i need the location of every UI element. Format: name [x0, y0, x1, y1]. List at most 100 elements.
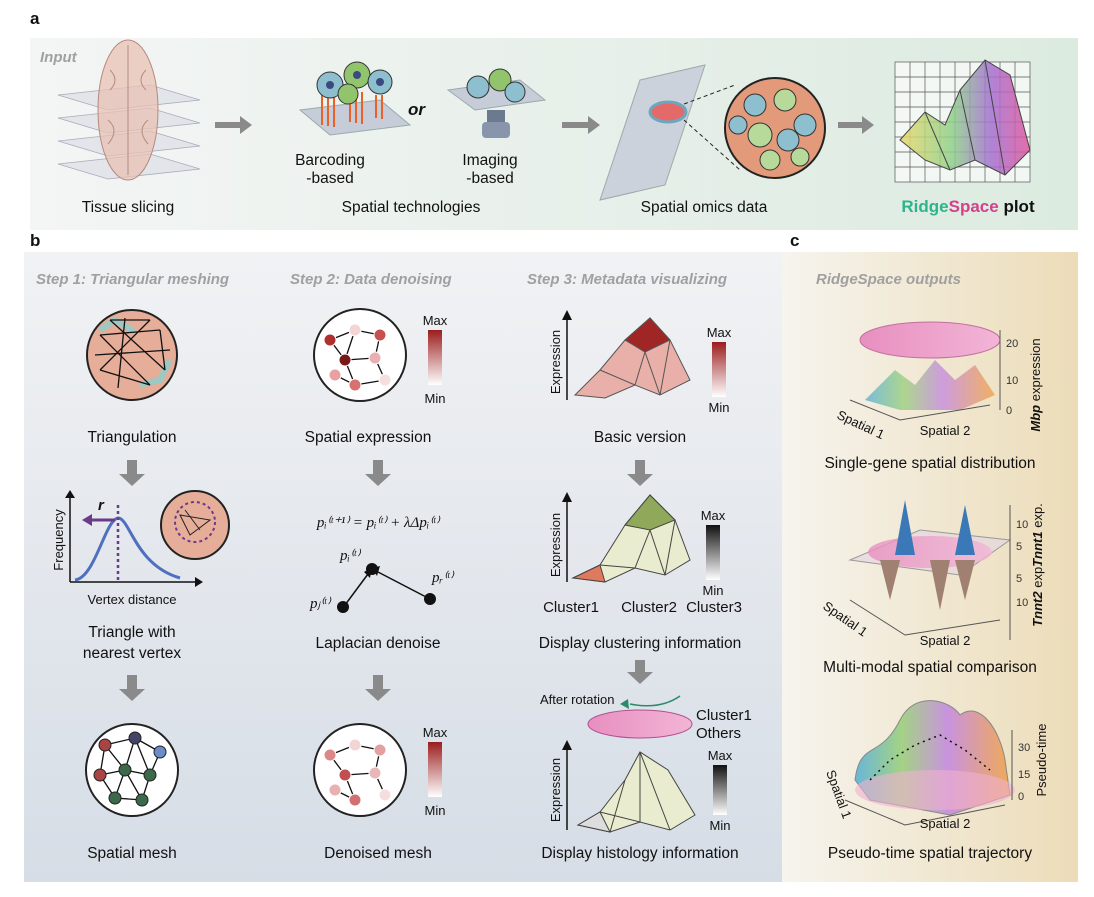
- triangulation-part: [99, 369, 151, 386]
- z-axis-label: Mbp expression: [1028, 338, 1043, 431]
- cluster-label: Cluster3: [686, 599, 742, 616]
- scale-label: Min: [710, 818, 731, 833]
- arrow: [627, 660, 653, 684]
- cluster-label: Cluster1: [543, 599, 599, 616]
- arrow: [119, 460, 145, 486]
- ridgespace-plot-part: [924, 59, 1006, 176]
- denoised-mesh: [313, 723, 407, 817]
- axis-label: Expression: [548, 758, 563, 822]
- laplacian-nodes-part: [344, 573, 369, 606]
- legend-label: Others: [696, 725, 741, 742]
- z-tick-label: 30: [1018, 742, 1030, 754]
- plot-caption-part: Space: [949, 197, 999, 216]
- omics-data: [599, 64, 826, 201]
- rotation-label: After rotation: [540, 692, 614, 707]
- omics-data-part-part: [793, 113, 817, 137]
- output-plot-part: [880, 560, 975, 610]
- distance-distribution-part: [179, 509, 212, 536]
- z-axis-label-part: exp.: [1030, 503, 1045, 528]
- expression-mesh-part-part: [378, 373, 392, 387]
- expression-mesh-part-part: [328, 368, 342, 382]
- barcoding-slide-part-part: [376, 78, 384, 86]
- triangulation-part: [99, 334, 151, 386]
- step-item: Spatial expression: [305, 429, 432, 446]
- basic-ridge-part: [562, 310, 572, 320]
- node-label: pᵣ⁽ᵗ⁾: [431, 570, 454, 586]
- distance-distribution-part: [195, 577, 203, 587]
- histology-ridge-part: [576, 751, 696, 833]
- colorbar: [713, 765, 727, 815]
- imaging-setup-part-part: [488, 68, 512, 92]
- plot-caption-part: Ridge: [901, 197, 948, 216]
- z-axis-label-part: Tnnt2: [1030, 591, 1045, 627]
- colorbar: [428, 742, 442, 797]
- denoised-mesh-part-part: [328, 783, 342, 797]
- caption: Tissue slicing: [82, 199, 174, 216]
- imaging-setup-part: [466, 68, 526, 103]
- node-label: pⱼ⁽ᵗ⁾: [309, 596, 331, 612]
- r-label: r: [98, 497, 105, 514]
- triangulation-part: [159, 329, 166, 371]
- denoised-mesh-part-part: [378, 788, 392, 802]
- input-label: Input: [40, 49, 78, 66]
- z-axis-label-part: expression: [1028, 338, 1043, 401]
- z-tick-label: 15: [1018, 769, 1030, 781]
- z-axis-label-part: exp.: [1030, 563, 1045, 588]
- z-tick-label: 10: [1016, 519, 1028, 531]
- arrow: [627, 460, 653, 486]
- step-title: Step 1: Triangular meshing: [36, 271, 229, 288]
- cluster-ridge: [562, 492, 691, 583]
- omics-data-part-part: [776, 128, 800, 152]
- output-plot: [844, 700, 1015, 826]
- omics-data-part-part: [773, 88, 797, 112]
- distance-distribution: [65, 490, 230, 587]
- panel-label: c: [790, 231, 799, 250]
- technology-label-part: Imaging: [462, 152, 517, 169]
- barcoding-slide: [298, 61, 412, 136]
- caption: Spatial technologies: [342, 199, 481, 216]
- triangulation-part: [94, 349, 171, 356]
- spatial-mesh-part-part: [98, 738, 112, 752]
- scale-label: Min: [425, 803, 446, 818]
- omics-data-part-part: [728, 115, 748, 135]
- spatial-mesh-part-part: [135, 793, 149, 807]
- output-plot-part: [855, 770, 1015, 810]
- spatial-mesh-part-part: [118, 763, 132, 777]
- scale-label: Min: [703, 583, 724, 598]
- technology-label-part: -based: [466, 170, 513, 187]
- z-tick-label: 5: [1016, 573, 1022, 585]
- step-item: Triangulation: [87, 429, 176, 446]
- technology-label-part: Barcoding: [295, 152, 365, 169]
- omics-data-part: [648, 100, 688, 124]
- tissue-slices-part: [107, 45, 149, 175]
- spatial-mesh-part-part: [153, 745, 167, 759]
- step-title: Step 3: Metadata visualizing: [527, 271, 727, 288]
- step-item: Basic version: [594, 429, 686, 446]
- step-item: Laplacian denoise: [316, 635, 441, 652]
- basic-ridge-part: [599, 339, 671, 396]
- histology-ridge: [562, 740, 696, 833]
- ridgespace-plot-part: [899, 59, 1031, 176]
- step-title: Step 2: Data denoising: [290, 271, 452, 288]
- omics-data-part-part: [790, 147, 810, 167]
- z-tick-label: 5: [1016, 541, 1022, 553]
- z-tick-label: 10: [1016, 597, 1028, 609]
- laplacian-nodes-part: [337, 601, 349, 613]
- output-plot: [849, 321, 1001, 421]
- laplacian-nodes-part: [377, 571, 429, 599]
- scale-label: Max: [707, 325, 732, 340]
- imaging-setup-part: [482, 122, 510, 138]
- denoised-mesh-part-part: [348, 793, 362, 807]
- caption: Spatial omics data: [641, 199, 768, 216]
- output-plot-part: [895, 500, 975, 555]
- barcoding-slide-part-part: [326, 81, 334, 89]
- z-axis-label: Pseudo-time: [1034, 724, 1049, 797]
- axis-label: Vertex distance: [88, 592, 177, 607]
- scale-label: Max: [423, 313, 448, 328]
- denoised-mesh-part: [323, 738, 392, 807]
- spatial-mesh-part-part: [108, 791, 122, 805]
- plot-caption-part: plot: [1003, 197, 1034, 216]
- step-item-part: nearest vertex: [83, 645, 181, 662]
